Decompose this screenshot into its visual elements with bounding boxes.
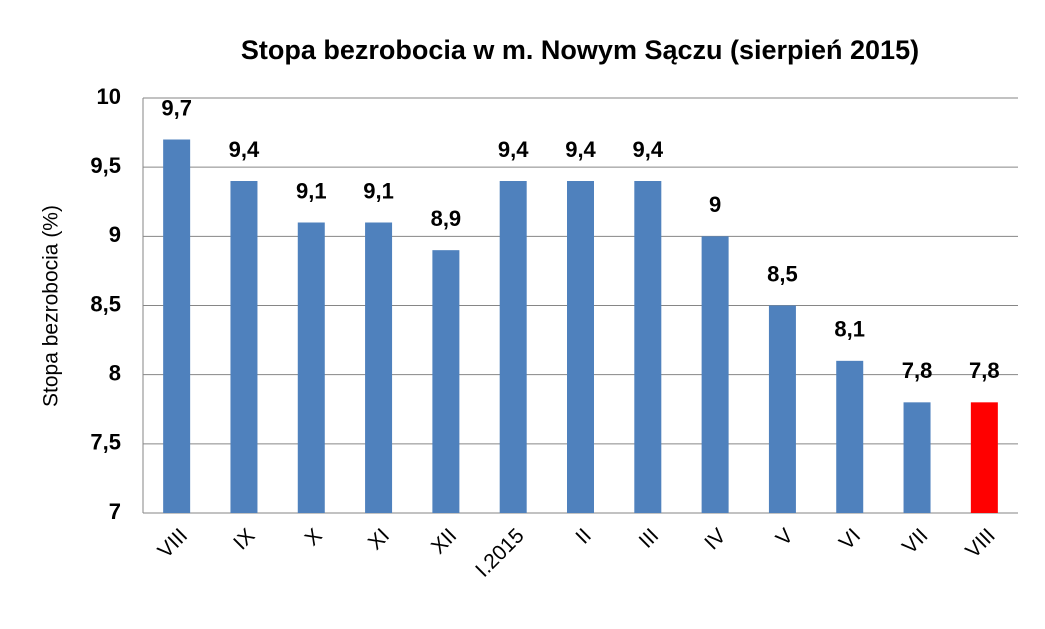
value-label: 9,4 xyxy=(633,137,664,162)
bar xyxy=(634,181,662,513)
value-label: 7,8 xyxy=(969,358,1000,383)
bar xyxy=(701,236,729,514)
bar xyxy=(836,360,864,513)
bar xyxy=(903,402,931,513)
bar xyxy=(297,222,325,513)
value-label: 9,4 xyxy=(565,137,596,162)
y-tick-label: 7 xyxy=(109,499,121,524)
x-tick-label: III xyxy=(635,524,664,553)
x-tick-label: X xyxy=(301,524,327,550)
y-tick-label: 9 xyxy=(109,222,121,247)
x-tick-label: IV xyxy=(700,524,730,554)
bar xyxy=(768,305,796,513)
value-label: 9,1 xyxy=(363,178,394,203)
bar xyxy=(432,250,460,513)
bar xyxy=(163,139,191,513)
value-label: 9,7 xyxy=(161,95,192,120)
chart-title: Stopa bezrobocia w m. Nowym Sączu (sierp… xyxy=(241,35,919,65)
y-tick-label: 7,5 xyxy=(90,430,121,455)
x-tick-label: VII xyxy=(898,524,932,558)
value-label: 8,5 xyxy=(767,261,798,286)
value-label: 9,4 xyxy=(498,137,529,162)
x-tick-label: VIII xyxy=(961,524,1000,563)
y-tick-label: 8 xyxy=(109,360,121,385)
y-tick-label: 9,5 xyxy=(90,153,121,178)
bar xyxy=(970,402,998,513)
x-tick-label: II xyxy=(571,524,596,549)
x-tick-label: V xyxy=(772,524,798,550)
x-tick-label: VI xyxy=(835,524,865,554)
value-label: 8,9 xyxy=(431,206,462,231)
value-label: 9 xyxy=(709,192,721,217)
value-label: 8,1 xyxy=(834,317,865,342)
x-tick-label: I.2015 xyxy=(471,524,529,582)
y-tick-label: 8,5 xyxy=(90,291,121,316)
x-tick-label: XII xyxy=(427,524,461,558)
value-label: 7,8 xyxy=(902,358,933,383)
bar xyxy=(499,181,527,513)
bar xyxy=(230,181,258,513)
value-label: 9,1 xyxy=(296,178,327,203)
y-tick-label: 10 xyxy=(97,84,121,109)
x-tick-label: VIII xyxy=(154,524,193,563)
y-axis-label: Stopa bezrobocia (%) xyxy=(40,205,63,407)
x-tick-label: IX xyxy=(229,524,259,554)
value-label: 9,4 xyxy=(229,137,260,162)
x-tick-label: XI xyxy=(364,524,394,554)
bar xyxy=(365,222,393,513)
bar xyxy=(567,181,594,513)
